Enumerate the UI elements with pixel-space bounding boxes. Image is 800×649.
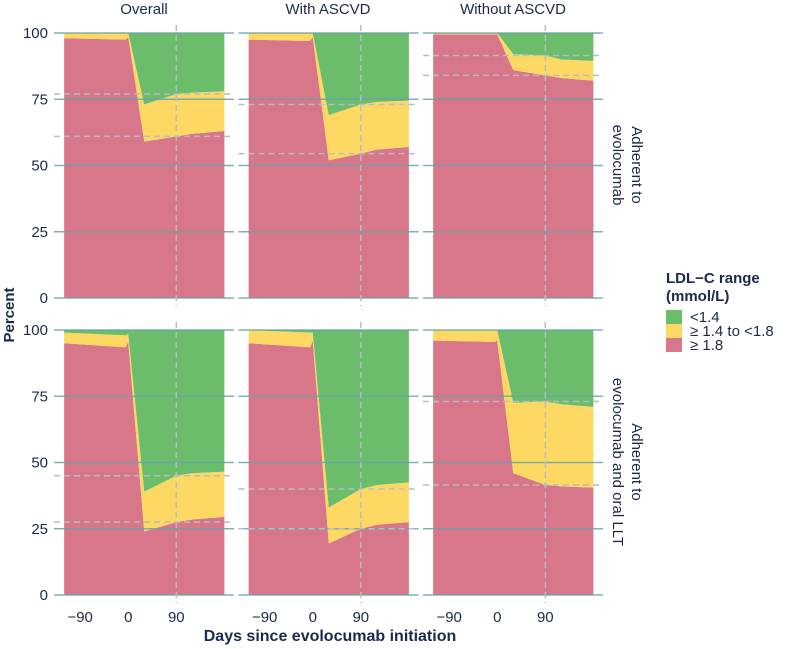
- panel-2-2: −90 0 90: [238, 322, 419, 626]
- area-lt-1-4: [433, 330, 594, 407]
- legend-swatch-ge-1-8: [666, 338, 682, 352]
- y-tick-label: 75: [31, 388, 48, 405]
- area-1-4-to-1-8: [248, 330, 409, 544]
- y-tick-label: 50: [31, 455, 48, 472]
- x-tick-label: 0: [493, 609, 501, 626]
- y-tick-label: 25: [31, 224, 48, 241]
- column-label-with-ascvd: With ASCVD: [285, 1, 370, 18]
- column-label-overall: Overall: [120, 1, 168, 18]
- x-tick-label: −90: [436, 609, 461, 626]
- y-tick-label: 0: [40, 587, 48, 604]
- area-lt-1-4: [248, 33, 409, 116]
- row-label-1-line1: Adherent to: [628, 126, 645, 204]
- x-tick-label: 0: [124, 609, 132, 626]
- area-ge-1-8: [64, 36, 225, 298]
- legend-label-lt-1-4: <1.4: [690, 309, 720, 326]
- row-label-2-line1: Adherent to: [628, 423, 645, 501]
- row-label-2: Adherent to evolocumab and oral LLT: [609, 378, 645, 546]
- x-tick-label: −90: [252, 609, 277, 626]
- panel-2-3: −90 0 90: [423, 322, 603, 626]
- area-ge-1-8: [248, 340, 409, 595]
- x-tick-label: 90: [168, 609, 185, 626]
- legend-title-line1: LDL−C range: [666, 270, 760, 287]
- x-axis-title: Days since evolocumab initiation: [204, 628, 457, 645]
- labels: Overall With ASCVD Without ASCVD Adheren…: [1, 1, 774, 645]
- legend-swatch-lt-1-4: [666, 310, 682, 324]
- x-tick-label: 90: [537, 609, 554, 626]
- area-1-4-to-1-8: [433, 33, 594, 81]
- area-1-4-to-1-8: [64, 33, 225, 142]
- legend-label-1-4-to-1-8: ≥ 1.4 to <1.8: [690, 323, 774, 340]
- y-axis-title: Percent: [1, 287, 18, 342]
- area-ge-1-8: [64, 341, 225, 595]
- y-tick-label: 75: [31, 91, 48, 108]
- x-tick-label: 90: [352, 609, 369, 626]
- panel-1-1: 0 25 50 75 100: [23, 25, 234, 307]
- row-label-2-line2: evolocumab and oral LLT: [609, 378, 626, 546]
- x-tick-label: −90: [67, 609, 92, 626]
- area-1-4-to-1-8: [433, 330, 594, 488]
- x-tick-label: 0: [309, 609, 317, 626]
- panel-2-1: 0 25 50 75 100 −90 0 90: [23, 322, 234, 626]
- area-1-4-to-1-8: [248, 33, 409, 161]
- y-tick-label: 25: [31, 521, 48, 538]
- row-label-1-line2: evolocumab: [609, 125, 626, 206]
- y-tick-label: 100: [23, 25, 48, 42]
- area-ge-1-8: [433, 340, 594, 595]
- area-lt-1-4: [64, 330, 225, 492]
- panel-1-3: [423, 25, 603, 306]
- y-tick-label: 50: [31, 158, 48, 175]
- area-1-4-to-1-8: [64, 332, 225, 532]
- area-lt-1-4: [64, 33, 225, 105]
- y-tick-label: 0: [40, 290, 48, 307]
- panel-1-2: [238, 25, 419, 306]
- area-ge-1-8: [248, 36, 409, 298]
- panels: 0 25 50 75 100 0 25 50 75 100 −90 0 90 −90 0 90 −90 0 90: [23, 25, 603, 626]
- legend-label-ge-1-8: ≥ 1.8: [690, 337, 723, 354]
- y-tick-label: 100: [23, 322, 48, 339]
- legend-swatch-1-4-to-1-8: [666, 324, 682, 338]
- legend-title-line2: (mmol/L): [666, 288, 729, 305]
- row-label-1: Adherent to evolocumab: [609, 125, 645, 206]
- area-lt-1-4: [433, 33, 594, 61]
- column-label-without-ascvd: Without ASCVD: [460, 1, 566, 18]
